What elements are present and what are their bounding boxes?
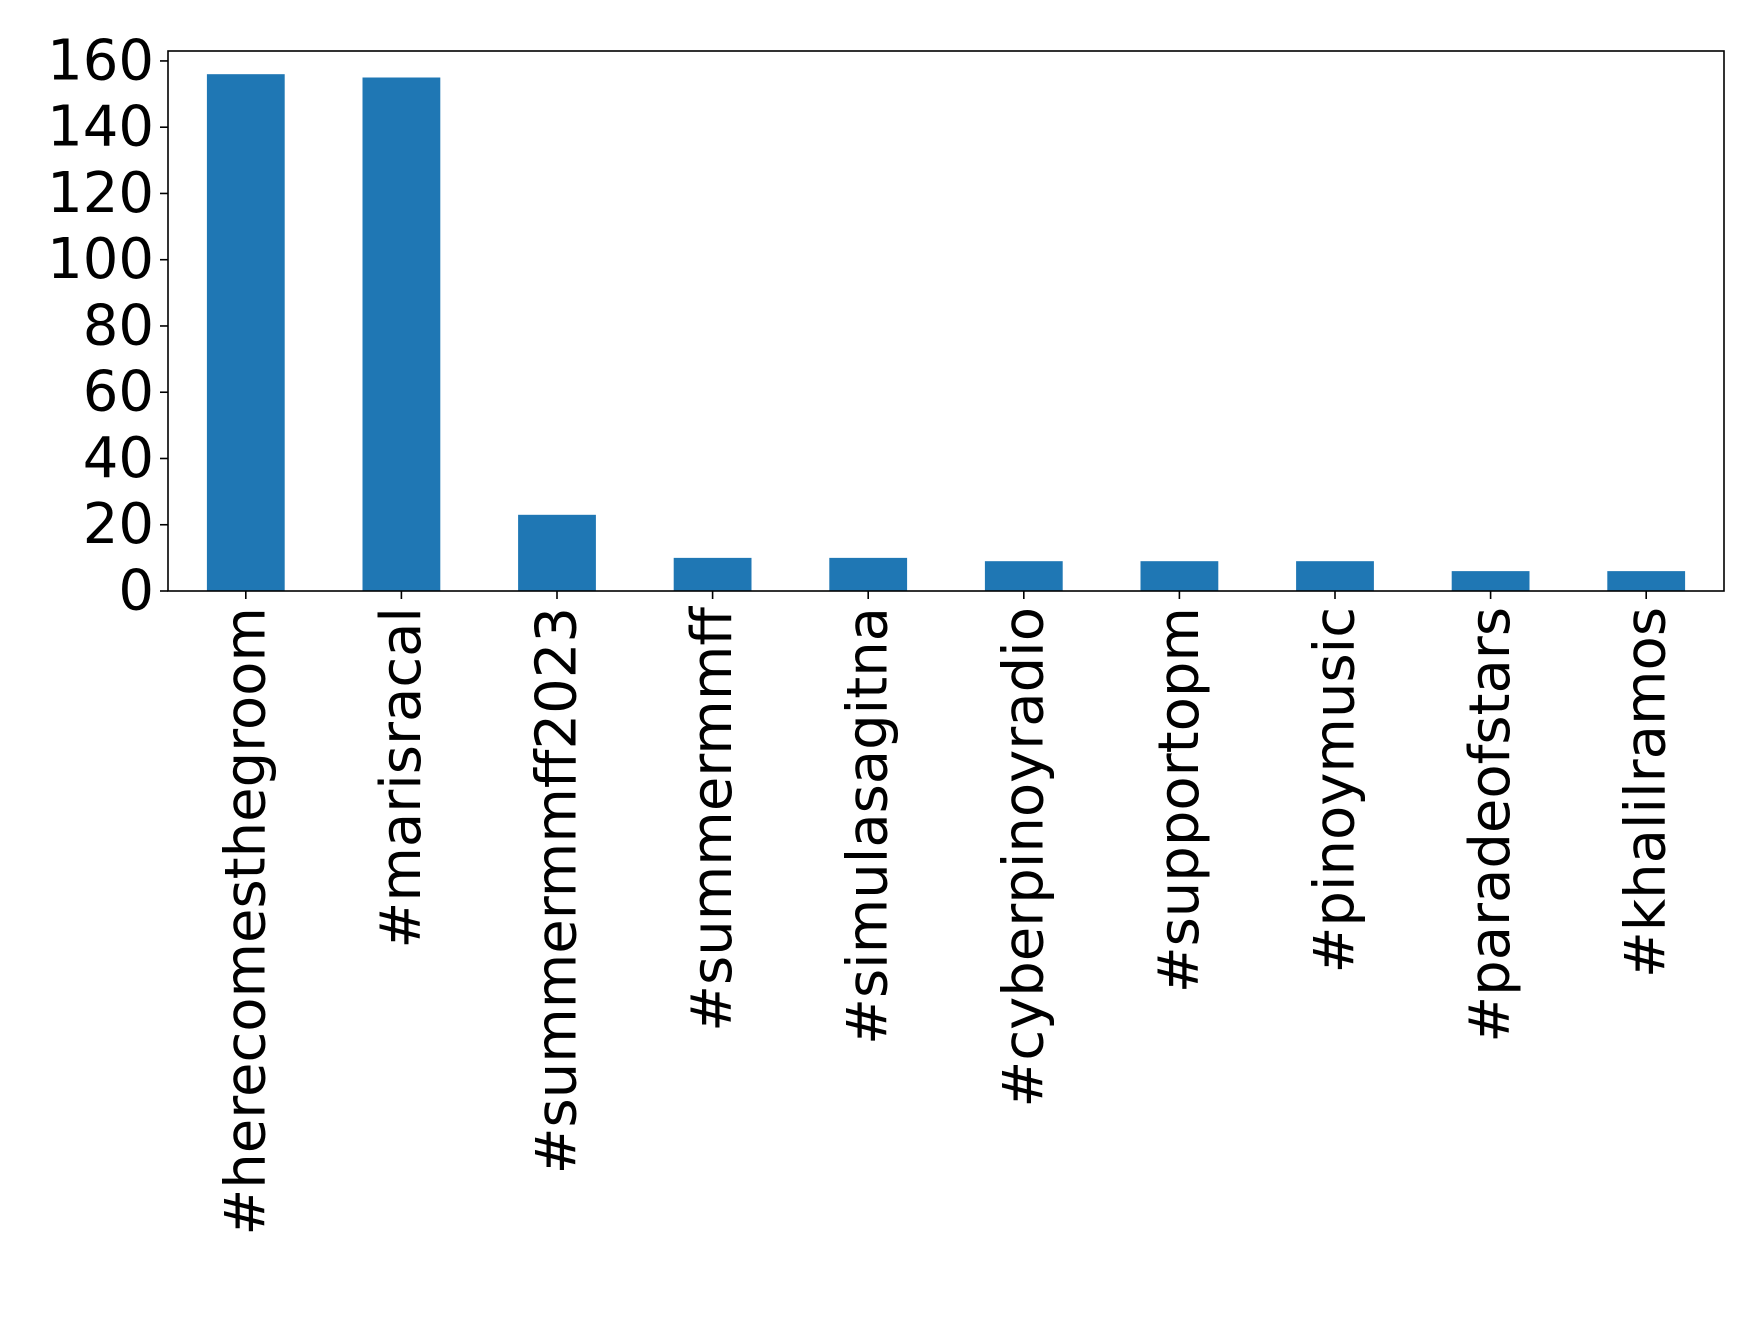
x-tick-label: #simulasagitna — [836, 607, 901, 1045]
x-tick-label: #paradeofstars — [1458, 607, 1523, 1043]
plot-frame — [167, 50, 1725, 592]
y-tick-label: 80 — [83, 293, 154, 358]
x-tick-label: #khalilramos — [1614, 607, 1679, 978]
y-tick-label: 20 — [83, 492, 154, 557]
y-tick-label: 60 — [83, 360, 154, 425]
bar-supportopm — [1140, 561, 1219, 591]
x-tick-label: #herecomesthegroom — [213, 607, 278, 1236]
bar-summermmff — [673, 557, 752, 591]
y-tick-label: 140 — [47, 95, 154, 160]
bar-paradeofstars — [1451, 571, 1530, 591]
y-tick-label: 40 — [83, 426, 154, 491]
y-tick-label: 100 — [47, 227, 154, 292]
x-tick-label: #summermmff — [680, 606, 745, 1032]
x-tick-label: #summermmff2023 — [525, 607, 590, 1174]
x-tick-label: #supportopm — [1147, 607, 1212, 993]
bar-marisracal — [362, 77, 441, 592]
y-tick-label: 160 — [47, 28, 154, 93]
x-tick-label: #marisracal — [369, 607, 434, 949]
bar-herecomesthegroom — [206, 74, 285, 591]
bar-simulasagitna — [829, 557, 908, 591]
x-tick-label: #cyberpinoyradio — [991, 607, 1056, 1108]
bar-khalilramos — [1607, 571, 1686, 591]
bar-pinoymusic — [1296, 561, 1374, 591]
y-tick-label: 120 — [47, 161, 154, 226]
x-axis: #herecomesthegroom #marisracal #summermmff… — [213, 591, 1679, 1236]
bar-cyberpinoyradio — [984, 561, 1063, 591]
bars-group — [206, 74, 1686, 592]
bar-summermmff2023 — [518, 514, 596, 591]
x-tick-label: #pinoymusic — [1303, 607, 1368, 974]
y-tick-label: 0 — [118, 559, 154, 624]
